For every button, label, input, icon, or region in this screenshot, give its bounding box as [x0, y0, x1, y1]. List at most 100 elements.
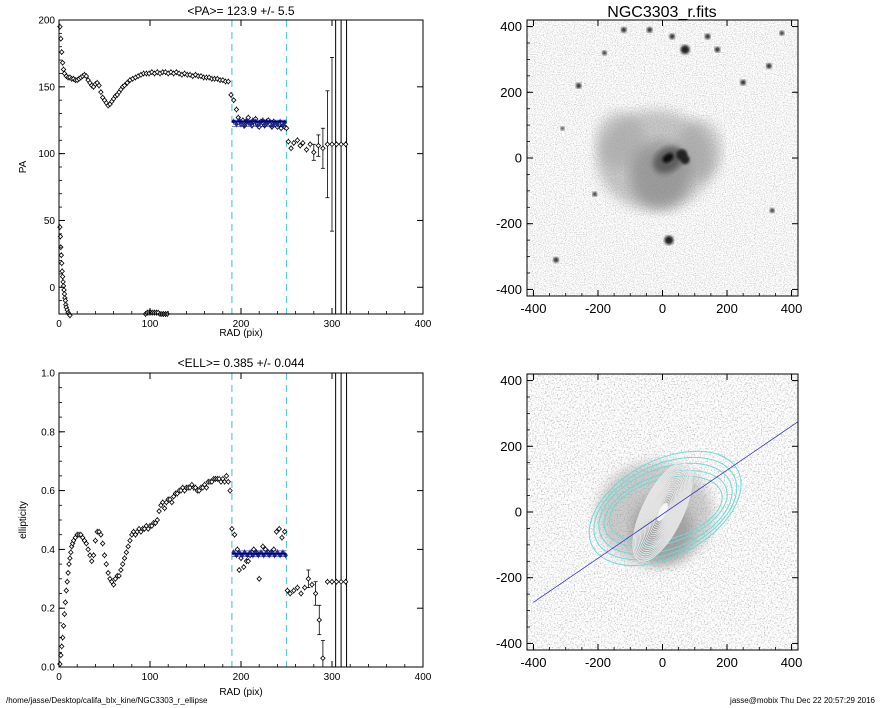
- pa-data-point: [315, 142, 322, 149]
- pa-data-point: [283, 125, 290, 132]
- pa-data-point: [162, 69, 169, 75]
- pa-y-tick-label: 200: [38, 16, 55, 27]
- ellipticity-data-point: [231, 531, 238, 538]
- pa-y-tick-label: 100: [38, 149, 55, 160]
- pa-data-point: [124, 80, 131, 86]
- ellipticity-data-point: [342, 578, 349, 585]
- pa-x-tick-label: 0: [56, 319, 62, 330]
- ellipticity-data-point: [320, 655, 326, 661]
- ellipticity-data-point: [58, 643, 65, 650]
- fits-y-tick-label: 400: [500, 19, 522, 34]
- ellipticity-x-tick-label: 400: [415, 672, 432, 683]
- pa-data-point: [198, 73, 204, 79]
- ellipticity-data-point: [329, 578, 335, 585]
- ellipticity-data-point: [223, 473, 230, 479]
- pa-data-point: [297, 142, 303, 149]
- isophote-image-panel: -400 -200 0 200 400 -400 -200 0 200 400: [496, 373, 802, 670]
- pa-data-point: [60, 279, 66, 285]
- ellipticity-data-point: [156, 508, 162, 514]
- ellipticity-data-point: [57, 661, 63, 667]
- pa-data-point: [333, 141, 340, 148]
- ellipticity-data-point: [121, 555, 128, 561]
- pa-data-point: [342, 141, 349, 148]
- ellipticity-plot-title: <ELL>= 0.385 +/- 0.044: [178, 356, 305, 370]
- isophote-y-tick-label: 200: [500, 439, 522, 454]
- ellipticity-data-point: [245, 558, 252, 564]
- fits-x-tick-label: -400: [520, 301, 546, 316]
- pa-y-tick-label: 150: [38, 82, 55, 93]
- ellipticity-data-point: [105, 570, 111, 576]
- ellipticity-data-point: [98, 531, 104, 538]
- gray-isophote: [643, 481, 682, 543]
- ellipticity-data-point: [101, 552, 108, 559]
- pa-data-point: [307, 141, 313, 148]
- ellipticity-data-point: [85, 546, 91, 553]
- footer-file-path: /home/jasse/Desktop/califa_blx_kine/NGC3…: [6, 696, 208, 705]
- ellipticity-data-point: [324, 578, 331, 585]
- fits-x-tick-label: -200: [585, 301, 611, 316]
- fits-y-tick-label: 0: [515, 151, 522, 166]
- ellipticity-data-point: [333, 578, 340, 585]
- ellipticity-data-point: [118, 567, 124, 573]
- pa-data-point: [121, 82, 128, 89]
- field-star: [575, 82, 582, 89]
- pa-data-point: [59, 273, 66, 280]
- pa-data-point: [230, 97, 237, 103]
- pa-data-point: [67, 312, 73, 319]
- pa-plot: <PA>= 123.9 +/- 5.5 0 100 200 300 400 0 50 100…: [18, 4, 432, 339]
- field-star: [766, 63, 772, 69]
- pa-data-point: [98, 89, 104, 95]
- ellipticity-data-point: [62, 599, 69, 606]
- ellipticity-data-point: [234, 546, 241, 553]
- ellipticity-data-point: [203, 484, 210, 491]
- ellipticity-data-point: [291, 587, 297, 594]
- ellipticity-y-axis-label: ellipticity: [18, 501, 29, 539]
- cyan-isophote: [598, 462, 733, 555]
- ellipticity-data-point: [287, 590, 293, 597]
- pa-x-tick-label: 200: [233, 319, 250, 330]
- ellipticity-data-point: [260, 543, 266, 550]
- isophote-x-tick-label: -200: [585, 655, 611, 670]
- ellipticity-data-point: [301, 584, 308, 591]
- fits-image: [527, 20, 798, 296]
- ellipticity-data-point: [88, 558, 95, 564]
- ellipticity-data-point: [227, 487, 233, 494]
- ellipticity-data-point: [68, 549, 74, 556]
- field-star: [714, 46, 721, 53]
- pa-data-point: [83, 73, 90, 79]
- ellipticity-data-point: [161, 505, 168, 512]
- ellipticity-plot: <ELL>= 0.385 +/- 0.044 0 100 200 300 400 0.0…: [18, 356, 432, 698]
- cyan-isophote: [593, 456, 738, 561]
- pa-data-point: [285, 138, 292, 145]
- field-star: [602, 50, 607, 56]
- ellipticity-x-tick-label: 0: [56, 672, 62, 683]
- pa-data-point: [61, 287, 67, 293]
- fits-x-tick-label: 400: [781, 301, 803, 316]
- ellipticity-x-tick-label: 300: [324, 672, 341, 683]
- fits-y-tick-label: -400: [496, 282, 522, 297]
- pa-x-tick-label: 300: [324, 319, 341, 330]
- pa-x-axis-label: RAD (pix): [219, 328, 262, 339]
- ellipticity-data-point: [110, 581, 117, 588]
- pa-data-point: [154, 69, 161, 75]
- pa-data-point: [173, 69, 180, 75]
- ellipticity-data-point: [273, 528, 280, 535]
- ellipticity-data-point: [66, 561, 72, 567]
- footer-user-stamp: jasse@mobix Thu Dec 22 20:57:29 2016: [730, 696, 875, 705]
- pa-data-point: [294, 137, 301, 144]
- ellipticity-data-point: [159, 499, 166, 506]
- gray-isophote: [636, 468, 689, 556]
- ellipticity-data-point: [309, 581, 315, 588]
- isophote-x-tick-label: -400: [520, 655, 546, 670]
- pa-y-axis-label: PA: [18, 160, 29, 173]
- ellipticity-data-point: [221, 479, 228, 485]
- fits-image-panel: NGC3303_r.fits -400 -200 0 200 400 -400 -200 0…: [496, 4, 802, 316]
- pa-data-point: [57, 23, 63, 30]
- isophote-image: [527, 374, 798, 650]
- ellipticity-data-point: [256, 576, 262, 582]
- ellipticity-y-tick-label: 0.2: [41, 604, 55, 615]
- pa-data-point: [168, 69, 174, 75]
- ellipticity-data-point: [236, 567, 242, 573]
- ellipticity-y-tick-label: 0.0: [41, 663, 55, 674]
